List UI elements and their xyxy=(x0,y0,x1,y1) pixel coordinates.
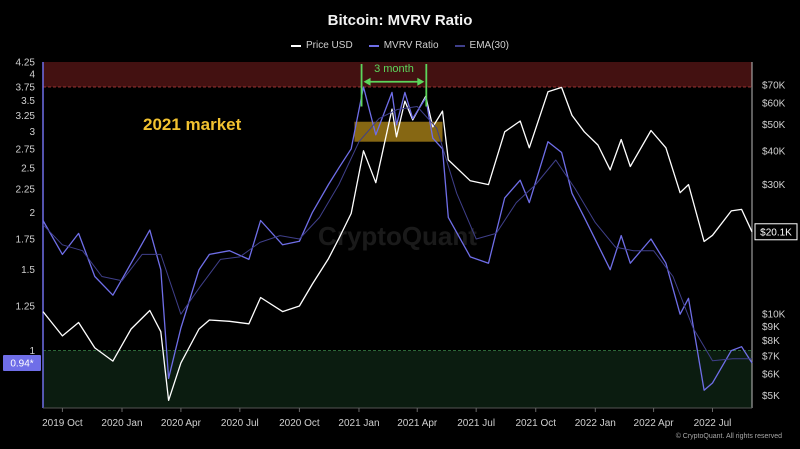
left-tick-label: 1.25 xyxy=(16,302,36,313)
right-tick-label: $60K xyxy=(762,99,786,110)
current-price-label: $20.1K xyxy=(760,227,792,238)
right-tick-label: $6K xyxy=(762,370,780,381)
legend-swatch-mvrv xyxy=(368,44,379,47)
x-tick-label: 2020 Jul xyxy=(221,418,259,429)
left-tick-label: 3 xyxy=(29,127,35,138)
left-tick-label: 3.25 xyxy=(16,111,36,122)
legend-label-mvrv: MVRV Ratio xyxy=(383,40,439,51)
current-mvrv-badge xyxy=(3,354,41,371)
legend-item-mvrv[interactable]: MVRV Ratio xyxy=(368,40,439,51)
copyright-footer: © CryptoQuant. All rights reserved xyxy=(675,433,782,440)
series-line-mvrv xyxy=(42,86,753,391)
left-tick-label: 2 xyxy=(29,208,35,219)
left-tick-label: 3.5 xyxy=(21,96,35,107)
legend-label-ema: EMA(30) xyxy=(469,40,509,51)
x-tick-label: 2022 Jan xyxy=(575,418,616,429)
chart-title: Bitcoin: MVRV Ratio xyxy=(327,12,473,29)
legend-swatch-price xyxy=(291,44,301,47)
current-price-badge xyxy=(754,223,798,241)
left-tick-label: 3.75 xyxy=(16,82,36,93)
left-tick-label: 2.5 xyxy=(21,163,35,174)
annotation-arrowhead-right xyxy=(417,77,425,86)
chart-legend: Price USD MVRV Ratio EMA(30) xyxy=(0,40,800,51)
right-tick-label: $40K xyxy=(762,146,786,157)
x-tick-label: 2021 Apr xyxy=(397,418,438,429)
zone-overvalued xyxy=(43,62,752,87)
right-tick-label: $50K xyxy=(762,120,786,131)
annotation-2021-market: 2021 market xyxy=(143,115,242,134)
x-tick-label: 2020 Jan xyxy=(101,418,142,429)
right-tick-label: $70K xyxy=(762,80,786,91)
series-line-ema xyxy=(42,106,752,362)
legend-swatch-ema xyxy=(454,44,465,47)
x-tick-label: 2022 Apr xyxy=(634,418,675,429)
x-tick-label: 2020 Oct xyxy=(279,418,320,429)
left-tick-label: 1.5 xyxy=(21,265,35,276)
x-tick-label: 2019 Oct xyxy=(42,418,83,429)
left-tick-label: 2.25 xyxy=(16,184,36,195)
legend-item-price[interactable]: Price USD xyxy=(291,40,353,51)
legend-item-ema[interactable]: EMA(30) xyxy=(454,40,509,51)
x-tick-label: 2020 Apr xyxy=(161,418,202,429)
x-tick-label: 2021 Oct xyxy=(515,418,556,429)
right-tick-label: $5K xyxy=(762,391,780,402)
left-tick-label: 2.75 xyxy=(16,144,36,155)
annotation-arrowhead-left xyxy=(363,77,371,86)
left-tick-label: 4 xyxy=(29,70,35,81)
zone-undervalued xyxy=(43,350,752,408)
left-tick-label: 4.25 xyxy=(16,58,36,69)
annotation-box xyxy=(354,121,443,142)
left-tick-label: 1 xyxy=(29,346,35,357)
x-tick-label: 2021 Jul xyxy=(457,418,495,429)
series-line-price xyxy=(42,86,753,402)
legend-label-price: Price USD xyxy=(306,40,353,51)
right-tick-label: $30K xyxy=(762,180,786,191)
current-mvrv-label: 0.94* xyxy=(10,358,33,369)
left-tick-label: 1.75 xyxy=(16,234,36,245)
annotation-3-month: 3 month xyxy=(374,63,414,75)
x-tick-label: 2022 Jul xyxy=(694,418,732,429)
right-tick-label: $8K xyxy=(762,336,780,347)
x-tick-label: 2021 Jan xyxy=(338,418,379,429)
right-tick-label: $10K xyxy=(762,309,786,320)
right-tick-label: $7K xyxy=(762,351,780,362)
right-tick-label: $9K xyxy=(762,322,780,333)
